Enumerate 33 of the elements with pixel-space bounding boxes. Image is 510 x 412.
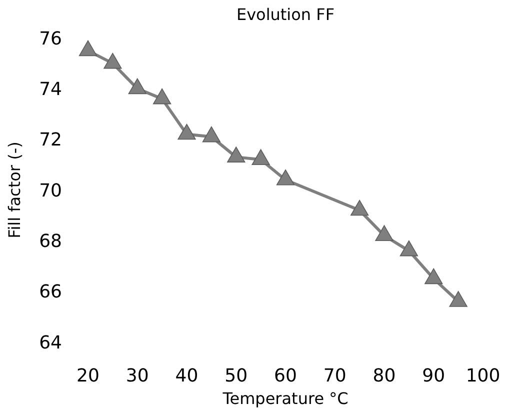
point — [400, 240, 418, 256]
point — [178, 124, 196, 140]
y-axis-title: Fill factor (-) — [5, 142, 24, 238]
point — [104, 52, 122, 69]
x-tick-label: 70 — [323, 365, 346, 386]
chart-title: Evolution FF — [236, 5, 335, 24]
x-tick-label: 90 — [422, 365, 446, 386]
point — [449, 291, 468, 307]
point — [350, 200, 369, 216]
point — [375, 225, 394, 241]
x-tick-label: 30 — [126, 365, 149, 386]
point — [276, 169, 295, 186]
point — [252, 149, 270, 165]
point — [202, 126, 220, 142]
x-tick-label: 80 — [372, 365, 396, 386]
y-tick-label: 76 — [39, 28, 62, 50]
point — [424, 268, 443, 284]
x-tick-label: 40 — [175, 365, 198, 386]
y-tick-label: 70 — [39, 180, 62, 202]
y-tick-label: 74 — [39, 78, 62, 100]
point — [227, 146, 246, 162]
x-tick-label: 100 — [466, 365, 500, 386]
point — [128, 78, 146, 94]
y-tick-label: 68 — [39, 230, 62, 252]
y-tick-label: 72 — [39, 130, 62, 151]
point — [78, 40, 98, 56]
y-tick-label: 66 — [39, 282, 62, 303]
y-tick-label: 64 — [39, 332, 62, 354]
x-tick-label: 60 — [274, 365, 297, 386]
point — [153, 88, 172, 104]
x-tick-label: 20 — [76, 365, 100, 386]
x-tick-label: 50 — [224, 365, 248, 386]
x-axis-title: Temperature °C — [222, 389, 348, 408]
